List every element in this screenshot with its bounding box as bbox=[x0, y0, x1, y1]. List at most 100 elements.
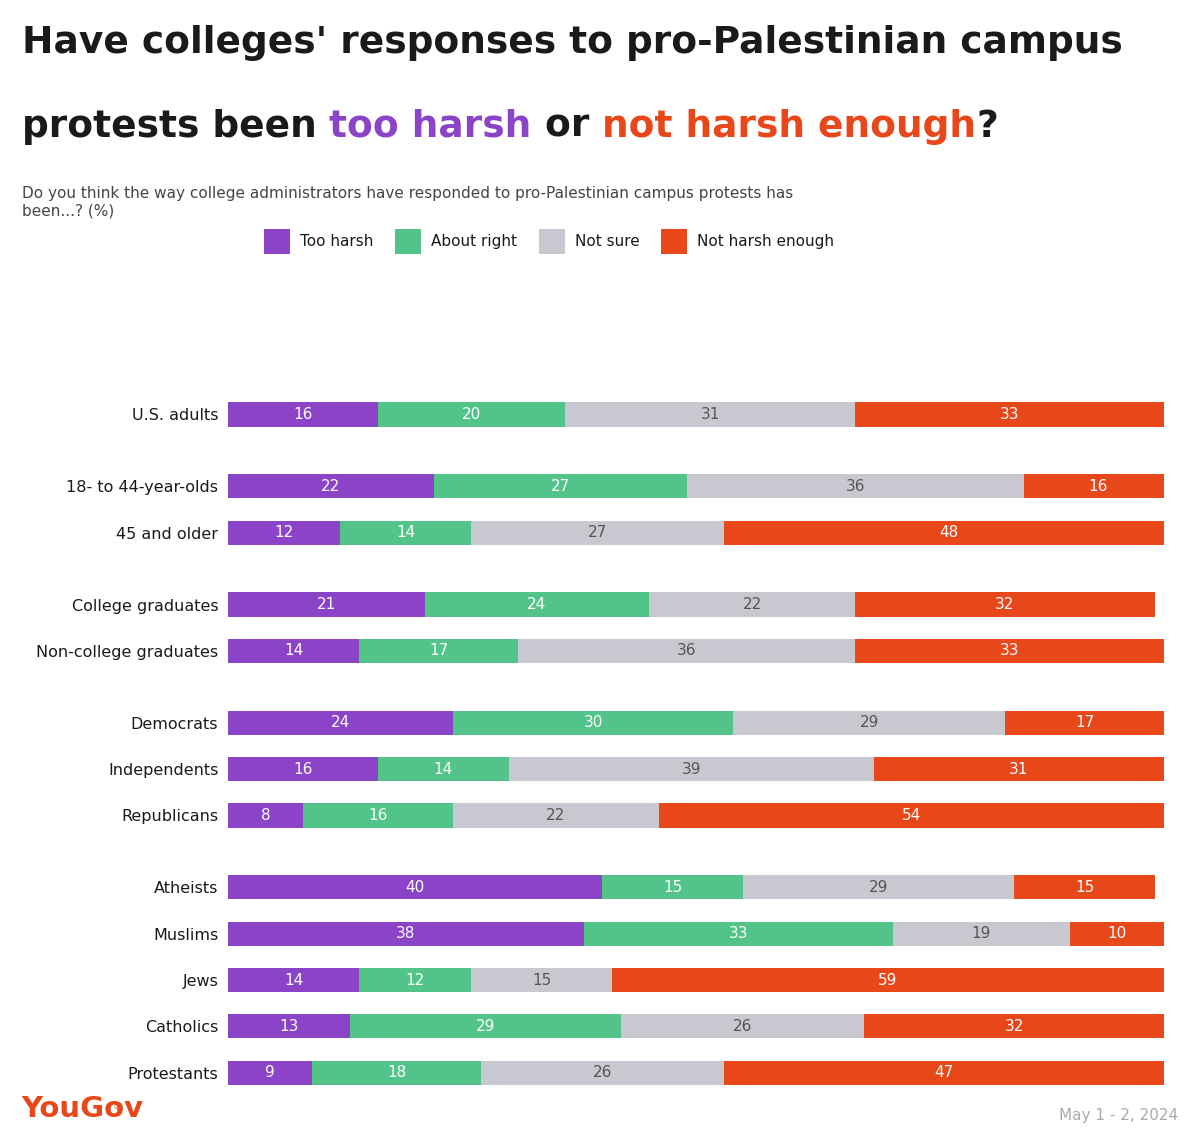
Text: ®: ® bbox=[113, 1102, 124, 1112]
Bar bbox=[509, 757, 874, 781]
Bar bbox=[228, 475, 434, 499]
Bar bbox=[874, 757, 1164, 781]
Bar bbox=[228, 403, 378, 427]
Bar bbox=[395, 229, 421, 254]
Text: 27: 27 bbox=[551, 479, 570, 494]
Bar bbox=[565, 403, 856, 427]
Text: 9: 9 bbox=[265, 1065, 275, 1080]
Bar bbox=[425, 593, 649, 617]
Text: 54: 54 bbox=[901, 808, 920, 823]
Bar bbox=[359, 968, 472, 992]
Bar bbox=[893, 922, 1070, 946]
Text: 14: 14 bbox=[396, 525, 415, 540]
Text: Too harsh: Too harsh bbox=[300, 233, 373, 249]
Bar bbox=[228, 875, 602, 899]
Text: 15: 15 bbox=[532, 972, 551, 987]
Text: 26: 26 bbox=[733, 1019, 752, 1034]
Text: 36: 36 bbox=[677, 643, 696, 659]
Text: 19: 19 bbox=[972, 927, 991, 942]
Text: 14: 14 bbox=[433, 762, 452, 777]
Bar bbox=[1014, 875, 1154, 899]
Text: 36: 36 bbox=[845, 479, 865, 494]
Text: 16: 16 bbox=[293, 407, 312, 422]
Bar bbox=[228, 710, 452, 734]
Text: 16: 16 bbox=[293, 762, 312, 777]
Text: 48: 48 bbox=[940, 525, 959, 540]
Bar bbox=[472, 968, 612, 992]
Bar bbox=[228, 968, 359, 992]
Bar bbox=[1004, 710, 1164, 734]
Bar bbox=[228, 803, 302, 827]
Text: 40: 40 bbox=[406, 880, 425, 895]
Bar bbox=[341, 521, 472, 545]
Bar bbox=[481, 1060, 724, 1085]
Bar bbox=[228, 1015, 349, 1039]
Bar bbox=[228, 521, 341, 545]
Bar bbox=[864, 1015, 1164, 1039]
Bar bbox=[378, 403, 565, 427]
Text: 18: 18 bbox=[386, 1065, 406, 1080]
Bar bbox=[602, 875, 743, 899]
Bar bbox=[228, 593, 425, 617]
Text: ?: ? bbox=[976, 109, 997, 144]
Text: too harsh: too harsh bbox=[329, 109, 532, 144]
Bar bbox=[612, 968, 1164, 992]
Bar bbox=[686, 475, 1024, 499]
Bar bbox=[724, 1060, 1164, 1085]
Text: May 1 - 2, 2024: May 1 - 2, 2024 bbox=[1060, 1109, 1178, 1123]
Text: 29: 29 bbox=[475, 1019, 496, 1034]
Text: 20: 20 bbox=[462, 407, 481, 422]
Bar bbox=[724, 521, 1174, 545]
Bar bbox=[452, 803, 659, 827]
Text: 27: 27 bbox=[588, 525, 607, 540]
Bar bbox=[434, 475, 686, 499]
Text: 8: 8 bbox=[260, 808, 270, 823]
Text: Not sure: Not sure bbox=[575, 233, 640, 249]
Text: 14: 14 bbox=[284, 643, 304, 659]
Text: 10: 10 bbox=[1108, 927, 1127, 942]
Bar bbox=[743, 875, 1014, 899]
Text: 14: 14 bbox=[284, 972, 304, 987]
Text: 32: 32 bbox=[1004, 1019, 1024, 1034]
Text: 13: 13 bbox=[280, 1019, 299, 1034]
Bar bbox=[378, 757, 509, 781]
Bar bbox=[856, 638, 1164, 662]
Bar bbox=[1070, 922, 1164, 946]
Text: 47: 47 bbox=[935, 1065, 954, 1080]
Bar bbox=[539, 229, 565, 254]
Bar bbox=[649, 593, 856, 617]
Bar bbox=[856, 403, 1164, 427]
Text: 29: 29 bbox=[869, 880, 888, 895]
Text: protests been: protests been bbox=[22, 109, 329, 144]
Bar bbox=[659, 803, 1164, 827]
Bar bbox=[359, 638, 518, 662]
Text: 33: 33 bbox=[728, 927, 748, 942]
Text: not harsh enough: not harsh enough bbox=[602, 109, 976, 144]
Bar bbox=[452, 710, 733, 734]
Text: 39: 39 bbox=[682, 762, 701, 777]
Bar bbox=[583, 922, 893, 946]
Text: or: or bbox=[532, 109, 602, 144]
Text: 30: 30 bbox=[583, 715, 602, 730]
Bar bbox=[349, 1015, 622, 1039]
Text: 12: 12 bbox=[406, 972, 425, 987]
Text: 17: 17 bbox=[428, 643, 449, 659]
Text: 15: 15 bbox=[1075, 880, 1094, 895]
Bar bbox=[472, 521, 724, 545]
Text: 24: 24 bbox=[331, 715, 350, 730]
Text: 59: 59 bbox=[878, 972, 898, 987]
Bar bbox=[733, 710, 1004, 734]
Text: Not harsh enough: Not harsh enough bbox=[697, 233, 834, 249]
Text: 17: 17 bbox=[1075, 715, 1094, 730]
Text: 33: 33 bbox=[1000, 643, 1019, 659]
Text: 32: 32 bbox=[995, 597, 1014, 612]
Bar bbox=[518, 638, 856, 662]
Bar bbox=[228, 638, 359, 662]
Bar bbox=[302, 803, 452, 827]
Text: 22: 22 bbox=[743, 597, 762, 612]
Text: 21: 21 bbox=[317, 597, 336, 612]
Text: 29: 29 bbox=[859, 715, 878, 730]
Text: Do you think the way college administrators have responded to pro-Palestinian ca: Do you think the way college administrat… bbox=[22, 186, 793, 219]
Text: 16: 16 bbox=[1088, 479, 1108, 494]
Bar bbox=[228, 922, 583, 946]
